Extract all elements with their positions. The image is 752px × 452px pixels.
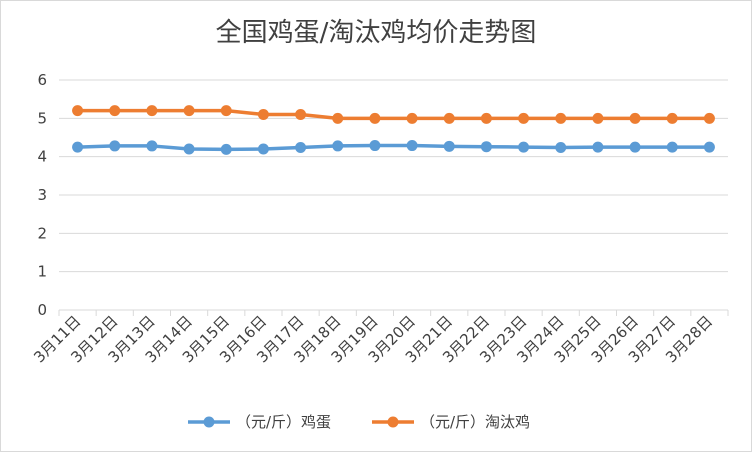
data-point	[480, 112, 492, 124]
data-point	[257, 109, 269, 120]
y-tick-label: 2	[37, 224, 47, 242]
data-point	[406, 112, 418, 124]
series-line	[77, 143, 710, 152]
data-point	[295, 141, 307, 153]
series-line	[77, 108, 710, 121]
data-point	[666, 112, 678, 124]
data-point	[332, 140, 344, 152]
data-point	[332, 112, 344, 124]
data-point	[518, 112, 530, 124]
data-point	[72, 105, 84, 117]
data-point	[295, 109, 307, 120]
data-point	[629, 112, 641, 124]
legend-label: （元/斤）淘汰鸡	[420, 413, 530, 431]
data-point	[443, 112, 455, 124]
data-point	[629, 141, 641, 153]
data-point	[592, 141, 604, 153]
y-tick-label: 3	[37, 186, 47, 204]
data-point	[72, 141, 84, 153]
data-point	[703, 112, 715, 124]
data-point	[555, 112, 567, 124]
data-point	[592, 112, 604, 124]
data-point	[220, 105, 232, 117]
data-point	[183, 105, 195, 117]
data-point	[257, 143, 269, 155]
grid-lines	[59, 79, 728, 311]
data-point	[369, 112, 381, 124]
data-point	[666, 141, 678, 153]
data-point	[443, 140, 455, 152]
legend-label: （元/斤）鸡蛋	[236, 413, 331, 431]
data-point	[109, 105, 121, 117]
data-point	[109, 140, 121, 152]
y-tick-label: 4	[37, 148, 47, 166]
data-point	[369, 140, 381, 152]
y-tick-label: 0	[37, 301, 47, 319]
data-point	[703, 141, 715, 153]
y-tick-label: 5	[37, 109, 47, 127]
series-group	[72, 105, 715, 155]
legend-swatch-marker	[203, 416, 215, 428]
x-axis-ticks: 3月11日3月12日3月13日3月14日3月15日3月16日3月17日3月18日…	[30, 310, 729, 366]
data-point	[406, 140, 418, 152]
y-axis-ticks: 0 1 2 3 4 5 6	[37, 71, 47, 319]
data-point	[555, 141, 567, 153]
data-point	[480, 141, 492, 153]
data-point	[146, 140, 158, 152]
data-point	[518, 141, 530, 153]
legend: （元/斤）鸡蛋 （元/斤）淘汰鸡	[188, 413, 530, 431]
data-point	[183, 143, 195, 155]
data-point	[146, 105, 158, 117]
y-tick-label: 1	[37, 263, 47, 281]
chart-title: 全国鸡蛋/淘汰鸡均价走势图	[215, 18, 537, 48]
y-tick-label: 6	[37, 71, 47, 89]
data-point	[220, 143, 232, 155]
legend-swatch-marker	[387, 416, 399, 428]
